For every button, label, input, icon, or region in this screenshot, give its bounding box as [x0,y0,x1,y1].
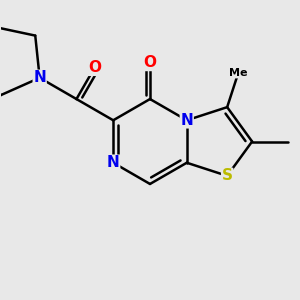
Text: O: O [88,60,101,75]
Text: N: N [107,155,120,170]
Text: N: N [33,70,46,85]
Text: S: S [222,168,233,183]
Text: N: N [180,113,193,128]
Text: O: O [143,56,157,70]
Text: Me: Me [229,68,248,78]
